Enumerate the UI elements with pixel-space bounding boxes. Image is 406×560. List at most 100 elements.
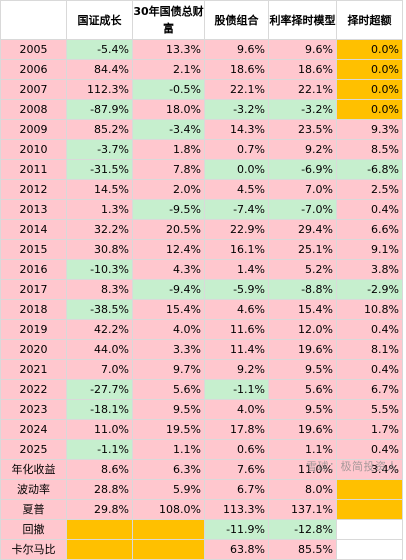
value-growth[interactable]: 84.4%: [66, 59, 133, 80]
summary-portfolio[interactable]: 63.8%: [204, 539, 269, 560]
value-bond[interactable]: 9.5%: [132, 399, 205, 420]
value-bond[interactable]: 12.4%: [132, 239, 205, 260]
value-timing-excess[interactable]: 0.4%: [336, 199, 403, 220]
value-bond[interactable]: 2.1%: [132, 59, 205, 80]
value-timing-excess[interactable]: 0.4%: [336, 439, 403, 460]
value-portfolio[interactable]: 16.1%: [204, 239, 269, 260]
value-timing-model[interactable]: -7.0%: [268, 199, 337, 220]
value-growth[interactable]: -31.5%: [66, 159, 133, 180]
value-bond[interactable]: 3.3%: [132, 339, 205, 360]
value-timing-excess[interactable]: 0.4%: [336, 359, 403, 380]
value-portfolio[interactable]: -1.1%: [204, 379, 269, 400]
value-portfolio[interactable]: 11.4%: [204, 339, 269, 360]
value-bond[interactable]: 5.6%: [132, 379, 205, 400]
value-timing-model[interactable]: -3.2%: [268, 99, 337, 120]
value-timing-model[interactable]: -6.9%: [268, 159, 337, 180]
header-timing-model[interactable]: 利率择时模型: [268, 0, 337, 40]
value-growth[interactable]: 112.3%: [66, 79, 133, 100]
value-bond[interactable]: 1.1%: [132, 439, 205, 460]
value-portfolio[interactable]: 18.6%: [204, 59, 269, 80]
year-cell[interactable]: 2005: [0, 39, 67, 60]
value-timing-model[interactable]: 19.6%: [268, 419, 337, 440]
summary-timing-model[interactable]: 85.5%: [268, 539, 337, 560]
value-timing-model[interactable]: 7.0%: [268, 179, 337, 200]
value-timing-excess[interactable]: 0.4%: [336, 319, 403, 340]
value-growth[interactable]: -87.9%: [66, 99, 133, 120]
value-growth[interactable]: -5.4%: [66, 39, 133, 60]
summary-portfolio[interactable]: 113.3%: [204, 499, 269, 520]
summary-timing-model[interactable]: 8.0%: [268, 479, 337, 500]
value-portfolio[interactable]: -5.9%: [204, 279, 269, 300]
value-bond[interactable]: 18.0%: [132, 99, 205, 120]
value-bond[interactable]: 1.8%: [132, 139, 205, 160]
year-cell[interactable]: 2013: [0, 199, 67, 220]
value-portfolio[interactable]: 0.7%: [204, 139, 269, 160]
value-bond[interactable]: 4.0%: [132, 319, 205, 340]
value-timing-excess[interactable]: 8.1%: [336, 339, 403, 360]
summary-portfolio[interactable]: 7.6%: [204, 459, 269, 480]
value-portfolio[interactable]: 22.9%: [204, 219, 269, 240]
value-growth[interactable]: -18.1%: [66, 399, 133, 420]
value-portfolio[interactable]: 0.0%: [204, 159, 269, 180]
value-growth[interactable]: 44.0%: [66, 339, 133, 360]
value-timing-model[interactable]: 22.1%: [268, 79, 337, 100]
corner-cell[interactable]: [0, 0, 67, 40]
year-cell[interactable]: 2010: [0, 139, 67, 160]
value-growth[interactable]: 7.0%: [66, 359, 133, 380]
year-cell[interactable]: 2009: [0, 119, 67, 140]
value-timing-excess[interactable]: 2.5%: [336, 179, 403, 200]
value-growth[interactable]: -38.5%: [66, 299, 133, 320]
value-portfolio[interactable]: 4.6%: [204, 299, 269, 320]
value-timing-model[interactable]: 15.4%: [268, 299, 337, 320]
value-growth[interactable]: -10.3%: [66, 259, 133, 280]
value-bond[interactable]: 13.3%: [132, 39, 205, 60]
summary-label[interactable]: 年化收益: [0, 459, 67, 480]
year-cell[interactable]: 2016: [0, 259, 67, 280]
summary-growth[interactable]: [66, 539, 133, 560]
value-growth[interactable]: -1.1%: [66, 439, 133, 460]
year-cell[interactable]: 2007: [0, 79, 67, 100]
summary-timing-excess[interactable]: [336, 539, 403, 560]
value-growth[interactable]: -27.7%: [66, 379, 133, 400]
summary-portfolio[interactable]: -11.9%: [204, 519, 269, 540]
header-portfolio[interactable]: 股债组合: [204, 0, 269, 40]
value-timing-excess[interactable]: 0.0%: [336, 79, 403, 100]
value-timing-model[interactable]: 19.6%: [268, 339, 337, 360]
value-growth[interactable]: 30.8%: [66, 239, 133, 260]
value-timing-model[interactable]: 25.1%: [268, 239, 337, 260]
summary-label[interactable]: 回撤: [0, 519, 67, 540]
value-bond[interactable]: 4.3%: [132, 259, 205, 280]
summary-growth[interactable]: [66, 519, 133, 540]
value-timing-model[interactable]: 9.2%: [268, 139, 337, 160]
value-bond[interactable]: 9.7%: [132, 359, 205, 380]
value-timing-model[interactable]: 9.6%: [268, 39, 337, 60]
year-cell[interactable]: 2019: [0, 319, 67, 340]
value-timing-excess[interactable]: 0.0%: [336, 59, 403, 80]
value-timing-model[interactable]: 29.4%: [268, 219, 337, 240]
year-cell[interactable]: 2015: [0, 239, 67, 260]
value-timing-excess[interactable]: 6.7%: [336, 379, 403, 400]
value-growth[interactable]: 85.2%: [66, 119, 133, 140]
value-bond[interactable]: 19.5%: [132, 419, 205, 440]
value-portfolio[interactable]: 9.2%: [204, 359, 269, 380]
summary-growth[interactable]: 8.6%: [66, 459, 133, 480]
value-bond[interactable]: -9.4%: [132, 279, 205, 300]
header-timing-excess[interactable]: 择时超额: [336, 0, 403, 40]
summary-bond[interactable]: [132, 539, 205, 560]
year-cell[interactable]: 2020: [0, 339, 67, 360]
year-cell[interactable]: 2025: [0, 439, 67, 460]
header-bond[interactable]: 30年国债总财富: [132, 0, 205, 40]
year-cell[interactable]: 2011: [0, 159, 67, 180]
value-bond[interactable]: 7.8%: [132, 159, 205, 180]
value-portfolio[interactable]: 4.5%: [204, 179, 269, 200]
value-timing-model[interactable]: -8.8%: [268, 279, 337, 300]
value-timing-excess[interactable]: 9.3%: [336, 119, 403, 140]
value-timing-model[interactable]: 1.1%: [268, 439, 337, 460]
value-timing-excess[interactable]: -2.9%: [336, 279, 403, 300]
value-timing-model[interactable]: 5.2%: [268, 259, 337, 280]
value-timing-excess[interactable]: 3.8%: [336, 259, 403, 280]
summary-bond[interactable]: 5.9%: [132, 479, 205, 500]
summary-label[interactable]: 波动率: [0, 479, 67, 500]
summary-growth[interactable]: 29.8%: [66, 499, 133, 520]
summary-timing-excess[interactable]: [336, 479, 403, 500]
